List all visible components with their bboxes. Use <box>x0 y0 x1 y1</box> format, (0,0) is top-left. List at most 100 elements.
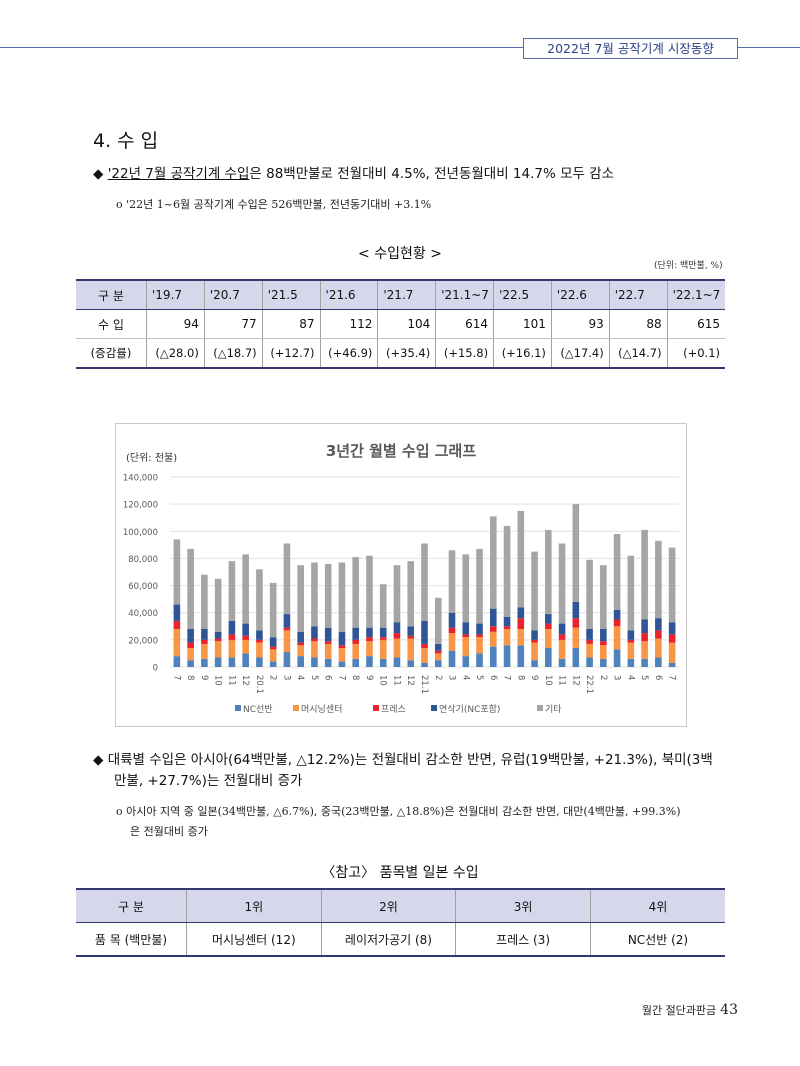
bar-segment <box>379 658 387 667</box>
x-tick-label: 8 <box>185 675 195 680</box>
bar-segment <box>201 574 208 629</box>
bar-segment <box>366 641 373 657</box>
x-tick-label: 8 <box>350 675 360 680</box>
bar-segment <box>434 660 442 667</box>
legend-label: 머시닝센터 <box>301 704 342 715</box>
table-cell: 614 <box>435 309 494 339</box>
bar-segment <box>366 627 373 638</box>
y-tick-label: 120,000 <box>123 501 158 511</box>
bar-segment <box>283 630 291 653</box>
y-tick-label: 20,000 <box>128 636 158 646</box>
bullet-text: 만불, +27.7%)는 전월대비 증가 <box>114 773 303 789</box>
table-header-cell: '21.7 <box>377 279 436 310</box>
bar-segment <box>489 608 497 627</box>
legend-swatch <box>537 705 543 711</box>
magazine-name: 월간 절단과판금 <box>641 1004 717 1017</box>
x-tick-label: 3 <box>281 675 291 680</box>
bar-segment <box>379 584 387 628</box>
bar-segment <box>448 550 456 613</box>
bar-segment <box>558 658 566 667</box>
bar-segment <box>462 622 470 635</box>
bar-segment <box>297 656 304 667</box>
bar-segment <box>600 658 607 667</box>
chart-svg: 3년간 월별 수입 그래프 (단위: 천불) 0 20,000 40,000 60,000… <box>123 442 679 715</box>
bar-segment <box>503 626 511 629</box>
bar-segment <box>627 658 635 667</box>
bar-segment <box>228 639 236 658</box>
bar-segment <box>407 626 415 636</box>
bar-segment <box>421 643 428 648</box>
table-cell: (+16.1) <box>493 338 552 369</box>
bar-segment <box>517 510 525 608</box>
bar-segment <box>324 627 332 642</box>
bar-segment <box>476 548 483 624</box>
bar-segment <box>352 627 360 640</box>
bar-segment <box>545 629 552 648</box>
bar-segment <box>531 642 538 661</box>
sub-bullet-h1: o '22년 1~6월 공작기계 수입은 526백만불, 전년동기대비 +3.1… <box>116 198 432 211</box>
bar-segment <box>627 642 635 659</box>
table-cell: NC선반 (2) <box>589 922 725 957</box>
x-tick-label: 9 <box>199 675 209 680</box>
bar-segment <box>201 639 208 644</box>
bar-segment <box>531 639 538 643</box>
bar-segment <box>421 620 428 644</box>
table-cell: 93 <box>550 309 610 339</box>
sub-bullet-text: 은 전월대비 증가 <box>130 825 208 838</box>
bar-segment <box>668 662 676 667</box>
bar-segment <box>214 638 222 642</box>
bar-segment <box>489 626 497 632</box>
monthly-import-chart: 3년간 월별 수입 그래프 (단위: 천불) 0 20,000 40,000 60,000… <box>115 423 687 727</box>
bar-segment <box>600 565 607 629</box>
bar-segment <box>173 539 181 605</box>
bar-segment <box>311 641 318 658</box>
table-cell: 112 <box>319 309 378 339</box>
bar-segment <box>228 657 236 667</box>
table-cell: (+46.9) <box>319 338 378 369</box>
table-header-cell: '22.1~7 <box>666 279 725 310</box>
x-tick-label: 10 <box>213 675 223 686</box>
bar-segment <box>283 614 291 628</box>
bar-segment <box>407 638 415 661</box>
bar-segment <box>242 653 249 667</box>
diamond-bullet-icon: ◆ <box>93 752 104 768</box>
bar-segment <box>393 638 401 658</box>
bar-segment <box>586 629 593 640</box>
bar-segment <box>214 641 222 658</box>
bar-segment <box>228 561 236 621</box>
sub-bullet-asia: o 아시아 지역 중 일본(34백만불, △6.7%), 중국(23백만불, △… <box>116 802 728 842</box>
table-header-cell: '21.6 <box>319 279 378 310</box>
bar-segment <box>503 629 511 646</box>
bar-segment <box>641 658 648 667</box>
bar-segment <box>269 582 277 638</box>
bar-segment <box>421 662 428 667</box>
table-header-cell: '22.7 <box>608 279 668 310</box>
bar-segment <box>600 645 607 659</box>
x-tick-label: 3 <box>447 675 457 680</box>
bar-segment <box>668 547 676 623</box>
bar-segment <box>517 607 525 619</box>
table-cell: (△18.7) <box>203 338 263 369</box>
bar-segment <box>558 623 566 635</box>
bar-segment <box>283 543 291 615</box>
table-header-cell: 4위 <box>589 888 725 923</box>
bar-segment <box>297 565 304 632</box>
bar-segment <box>572 504 580 602</box>
table-cell: 머시닝센터 (12) <box>186 922 322 957</box>
y-tick-label: 100,000 <box>123 528 158 538</box>
bar-segment <box>627 639 635 643</box>
bar-segment <box>462 656 470 667</box>
bar-segment <box>448 633 456 651</box>
bar-segment <box>256 630 263 640</box>
bar-segment <box>256 639 263 643</box>
bar-segment <box>338 645 346 648</box>
chart-title: 3년간 월별 수입 그래프 <box>326 442 477 460</box>
bar-segment <box>434 643 442 651</box>
bar-segment <box>173 620 181 629</box>
bar-segment <box>586 639 593 644</box>
bar-segment <box>434 597 442 644</box>
x-tick-label: 10 <box>378 675 388 686</box>
bar-segment <box>352 557 360 628</box>
table-cell: 레이저가공기 (8) <box>320 922 456 957</box>
bar-segment <box>668 642 676 663</box>
